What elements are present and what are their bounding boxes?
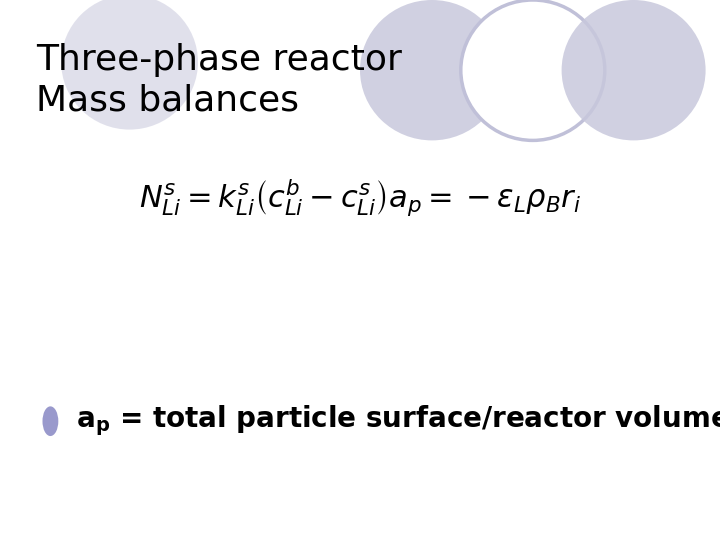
Ellipse shape (360, 0, 504, 140)
Ellipse shape (61, 0, 198, 130)
Ellipse shape (461, 0, 605, 140)
Ellipse shape (42, 406, 58, 436)
Text: $N^{s}_{Li} = k^{s}_{Li}\left(c^{b}_{Li} - c^{s}_{Li}\right)a_p = -\varepsilon_L: $N^{s}_{Li} = k^{s}_{Li}\left(c^{b}_{Li}… (139, 177, 581, 218)
Text: Three-phase reactor
Mass balances: Three-phase reactor Mass balances (36, 43, 402, 118)
Text: $\mathbf{a_p}$ = total particle surface/reactor volume: $\mathbf{a_p}$ = total particle surface/… (76, 404, 720, 438)
Ellipse shape (562, 0, 706, 140)
